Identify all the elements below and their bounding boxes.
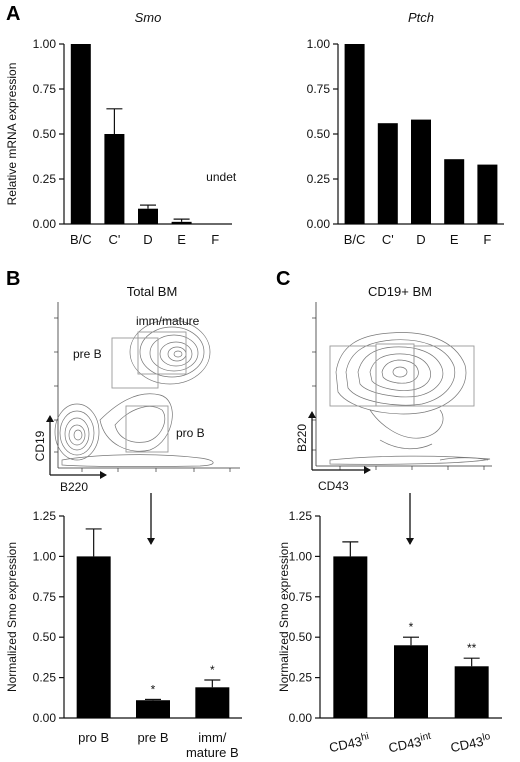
bar (333, 556, 368, 718)
y-tick-label: 0.75 (33, 82, 57, 96)
category-label: E (177, 232, 186, 247)
y-tick-label: 0.25 (33, 671, 57, 685)
panel-letter-a: A (6, 3, 20, 25)
flow-b-xlabel: B220 (60, 480, 88, 494)
category-label: B/C (344, 232, 366, 247)
y-tick-label: 0.50 (289, 630, 313, 644)
y-tick-label: 0.00 (33, 711, 57, 725)
imm-mature-gate (137, 331, 187, 375)
y-tick-label: 1.00 (289, 549, 313, 563)
category-label: CD43hi (328, 731, 371, 755)
ptch-bar-chart: 0.00 0.25 0.50 0.75 1.00 Ptch B/C C' D E F (307, 10, 504, 247)
flow-b-contours (54, 319, 214, 468)
y-tick-label: 1.00 (307, 37, 331, 51)
panel-letter-c: C (276, 268, 290, 290)
y-tick-label: 0.00 (33, 217, 57, 231)
bar (138, 208, 158, 224)
y-tick-label: 1.25 (33, 509, 57, 523)
pre-b-gate (111, 337, 159, 389)
category-label: E (450, 232, 459, 247)
category-label: F (483, 232, 491, 247)
y-tick-label: 1.00 (33, 549, 57, 563)
category-label: D (143, 232, 152, 247)
total-bm-flow-plot: Total BM (33, 284, 240, 494)
bar (377, 123, 398, 224)
pro-b-gate (125, 405, 169, 453)
smo-bar-chart: 0.00 0.25 0.50 0.75 1.00 Smo Relative mRNA exp… (5, 10, 237, 247)
significance-mark: * (210, 663, 215, 677)
cd43-lo-gate (329, 345, 377, 407)
category-label: pro B (78, 730, 109, 745)
category-label: B/C (70, 232, 92, 247)
category-label: C' (108, 232, 120, 247)
y-tick-label: 0.00 (307, 217, 331, 231)
y-tick-label: 1.25 (289, 509, 313, 523)
total-bm-bar-chart: 0.00 0.25 0.50 0.75 1.00 1.25 Normalized Smo e… (5, 509, 242, 760)
significance-mark: ** (467, 641, 477, 655)
y-tick-label: 0.50 (33, 630, 57, 644)
significance-mark: * (151, 682, 156, 696)
y-axis-label: Normalized Smo expression (5, 542, 19, 692)
category-label: CD43int (387, 731, 433, 756)
y-tick-label: 0.75 (307, 82, 331, 96)
category-label: imm/mature B (186, 730, 239, 760)
gate-label-imm-mature: imm/mature (136, 314, 200, 328)
y-tick-label: 0.50 (33, 127, 57, 141)
bar (171, 221, 192, 224)
y-tick-label: 0.75 (33, 590, 57, 604)
cd19-bm-bar-chart: 0.00 0.25 0.50 0.75 1.00 1.25 Normalized Smo e… (277, 509, 502, 755)
y-tick-label: 0.00 (289, 711, 313, 725)
flow-c-ylabel: B220 (295, 424, 309, 452)
y-axis-label: Normalized Smo expression (277, 542, 291, 692)
category-label: C' (382, 232, 394, 247)
y-tick-label: 0.25 (33, 172, 57, 186)
undetected-annotation: undet (206, 170, 237, 184)
y-tick-label: 0.50 (307, 127, 331, 141)
bar (104, 134, 125, 224)
bar (70, 44, 91, 224)
gate-label-pre-b: pre B (73, 347, 102, 361)
bar (76, 556, 111, 718)
category-label: F (211, 232, 219, 247)
bar (411, 119, 431, 224)
y-tick-label: 0.25 (289, 671, 313, 685)
category-label: pre B (137, 730, 168, 745)
bar (444, 159, 465, 224)
flow-b-gates (111, 331, 187, 453)
flow-b-axes (54, 302, 240, 472)
flow-c-gates (329, 343, 475, 407)
category-label: CD43lo (449, 731, 493, 755)
flow-c-axes (312, 302, 492, 470)
y-tick-label: 1.00 (33, 37, 57, 51)
significance-mark: * (409, 620, 414, 634)
cd19-bm-flow-plot: CD19+ BM (295, 284, 492, 493)
y-tick-label: 0.25 (307, 172, 331, 186)
chart-title: Smo (135, 10, 162, 25)
bar (477, 164, 498, 224)
y-tick-label: 0.75 (289, 590, 313, 604)
chart-title: Ptch (408, 10, 434, 25)
gate-label-pro-b: pro B (176, 426, 205, 440)
cd19-bm-title: CD19+ BM (368, 284, 432, 299)
cd43-hi-gate (413, 345, 475, 407)
bar (344, 44, 365, 224)
bar (394, 645, 428, 718)
bar (195, 687, 230, 718)
flow-b-ylabel: CD19 (33, 430, 47, 461)
y-axis-label: Relative mRNA expression (5, 63, 19, 206)
bar (136, 700, 170, 718)
bar (454, 666, 489, 718)
panel-letter-b: B (6, 268, 20, 290)
flow-c-contours (329, 332, 491, 465)
flow-c-xlabel: CD43 (318, 479, 349, 493)
category-label: D (416, 232, 425, 247)
total-bm-title: Total BM (127, 284, 178, 299)
